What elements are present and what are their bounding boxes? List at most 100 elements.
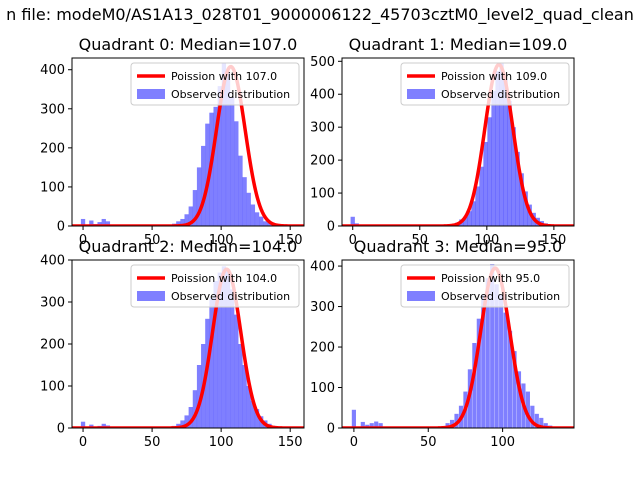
histogram-bar — [192, 190, 198, 226]
histogram-bar — [217, 86, 222, 226]
x-tick-label: 0 — [349, 233, 357, 248]
chart-panel-3: 0 50 100 0 100 200 300 400 Quadrant 3: Median=95… — [310, 237, 575, 450]
histogram-bar — [351, 409, 356, 428]
legend-label: Observed distribution — [171, 290, 290, 303]
y-tick-label: 200 — [40, 338, 65, 353]
histogram-bar — [221, 62, 227, 226]
histogram-bar — [250, 400, 256, 428]
histogram-bar — [234, 314, 239, 428]
figure-suptitle: n file: modeM0/AS1A13_028T01_9000006122_… — [6, 5, 634, 25]
y-tick-label: 100 — [40, 380, 65, 395]
histogram-bar — [225, 269, 231, 428]
x-tick-label: 150 — [278, 435, 303, 450]
x-tick-label: 100 — [490, 435, 515, 450]
x-tick-label: 50 — [144, 233, 161, 248]
y-tick-label: 0 — [327, 422, 335, 437]
poisson-curve — [342, 62, 574, 226]
histogram-bar — [225, 71, 231, 226]
histogram-bar — [515, 151, 520, 226]
y-tick-label: 300 — [40, 296, 65, 311]
legend-label: Observed distribution — [171, 88, 290, 101]
histogram-bar — [250, 204, 256, 226]
histogram-bar — [475, 186, 480, 226]
poisson-curve — [72, 64, 304, 226]
histogram-bar — [246, 386, 251, 428]
y-tick-label: 300 — [310, 300, 335, 315]
legend-patch-swatch — [407, 89, 435, 99]
y-tick-label: 300 — [310, 121, 335, 136]
axes-frame — [341, 57, 575, 227]
histogram-bar — [476, 318, 481, 428]
legend: Poission with 104.0 Observed distribution — [130, 264, 300, 308]
histogram-bar — [369, 423, 374, 428]
histogram-bar — [213, 106, 218, 226]
histogram-bar — [467, 211, 472, 226]
histogram-bar — [491, 90, 496, 226]
histogram-bar — [89, 220, 94, 226]
legend-label: Observed distribution — [441, 290, 560, 303]
histogram-bar — [490, 264, 495, 428]
y-tick-label: 400 — [310, 88, 335, 103]
histogram-bar — [188, 206, 193, 226]
histogram-bar — [503, 312, 508, 428]
x-tick-label: 0 — [350, 435, 358, 450]
histogram-bar — [184, 214, 189, 226]
poisson-curve — [72, 267, 304, 428]
legend: Poission with 95.0 Observed distribution — [400, 264, 570, 308]
y-tick-label: 200 — [310, 341, 335, 356]
histogram-bar — [184, 415, 189, 428]
y-tick-label: 500 — [310, 55, 335, 70]
legend-box — [400, 62, 570, 106]
legend-label: Poission with 109.0 — [441, 70, 547, 83]
histogram-bar — [523, 191, 528, 226]
histogram-bar — [543, 423, 548, 428]
histogram-bar — [530, 405, 535, 428]
histogram-bar — [259, 216, 264, 226]
chart-panel-1: 0 50 100 150 0 100 200 300 400 500 Quadrant 1: Med… — [310, 35, 575, 248]
histogram-bar — [209, 297, 214, 428]
histogram-bar — [192, 390, 198, 428]
histogram-bar — [196, 167, 202, 226]
histogram-bar — [494, 284, 499, 428]
y-tick-label: 0 — [327, 220, 335, 235]
histogram-bar — [176, 221, 181, 226]
histogram-bar — [483, 142, 488, 226]
histogram-bar — [205, 123, 210, 226]
plot-area — [342, 264, 574, 428]
histogram-bar — [230, 97, 235, 226]
legend: Poission with 109.0 Observed distribution — [400, 62, 570, 106]
plot-area — [72, 266, 304, 428]
plot-area — [342, 62, 574, 226]
legend-patch-swatch — [137, 291, 165, 301]
histogram-bar — [485, 278, 490, 428]
histogram-bar — [487, 117, 492, 226]
histogram-bar — [479, 166, 484, 226]
histogram-bar — [238, 344, 243, 428]
panel-title: Quadrant 3: Median=95.0 — [354, 237, 562, 256]
histogram-bar — [454, 413, 459, 428]
histogram-bar — [511, 127, 516, 226]
histogram-bar — [101, 423, 106, 428]
histogram-bar — [234, 121, 239, 226]
x-tick-label: 100 — [209, 233, 234, 248]
x-tick-label: 50 — [412, 233, 429, 248]
y-tick-label: 0 — [57, 422, 65, 437]
y-tick-label: 200 — [310, 154, 335, 169]
histogram-bar — [378, 423, 383, 428]
histogram-bar — [495, 71, 500, 226]
y-tick-label: 100 — [310, 187, 335, 202]
histogram-bar — [507, 330, 513, 428]
y-tick-label: 400 — [310, 260, 335, 275]
y-tick-label: 300 — [40, 102, 65, 117]
panel-title: Quadrant 2: Median=104.0 — [79, 237, 298, 256]
x-tick-label: 150 — [541, 233, 566, 248]
legend-label: Poission with 107.0 — [171, 70, 277, 83]
histogram-bar — [463, 216, 468, 226]
histogram-bar — [80, 218, 86, 226]
axes-frame — [71, 57, 305, 227]
histogram-bar — [242, 365, 247, 428]
histogram-bar — [238, 155, 243, 226]
histogram-bar — [503, 79, 508, 226]
histogram-bar — [507, 100, 512, 226]
histogram-bar — [196, 365, 202, 428]
